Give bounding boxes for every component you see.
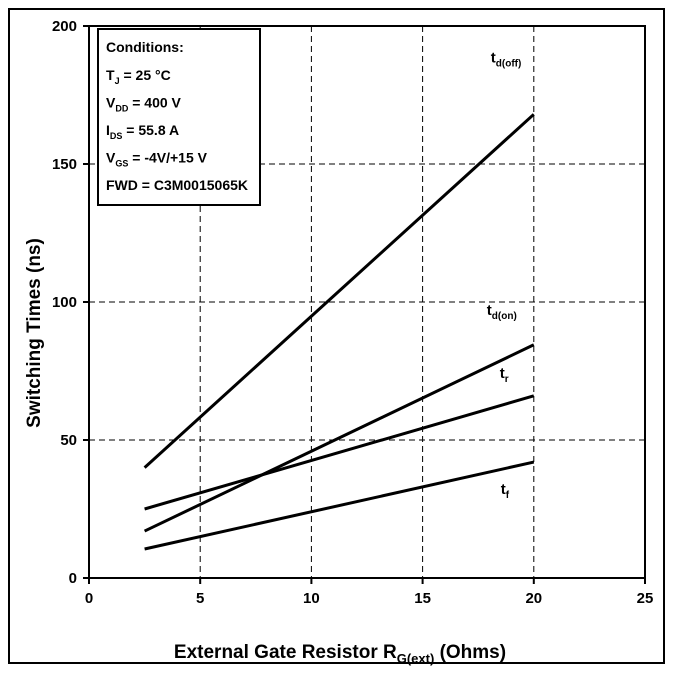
x-tick-label: 0 xyxy=(85,590,93,607)
series-label-r: tr xyxy=(500,365,509,385)
conditions-box-border xyxy=(97,28,261,206)
series-label-doff: td(off) xyxy=(491,49,522,69)
series-line-don xyxy=(143,343,535,533)
condition-line: IDS = 55.8 A xyxy=(106,122,179,141)
conditions-title: Conditions: xyxy=(106,39,184,55)
conditions-lines: TJ = 25 °C VDD = 400 V IDS = 55.8 A VGS = -… xyxy=(106,67,248,193)
condition-line: FWD = C3M0015065K xyxy=(106,177,248,193)
x-tick-label: 10 xyxy=(303,590,320,607)
x-tick-label: 20 xyxy=(525,590,542,607)
y-tick-label: 200 xyxy=(52,18,77,35)
x-axis-label-tail: (Ohms) xyxy=(434,642,506,663)
y-tick-label: 50 xyxy=(60,432,77,449)
series-lines xyxy=(143,113,535,551)
x-tick-label: 5 xyxy=(196,590,204,607)
x-tick-label: 15 xyxy=(414,590,431,607)
x-axis-label-sub: G(ext) xyxy=(397,651,435,666)
y-tick-label: 100 xyxy=(52,294,77,311)
series-label-f: tf xyxy=(501,481,510,501)
axes: 0 5 10 15 20 25 0 50 100 150 200 xyxy=(52,18,653,607)
conditions-box: Conditions: TJ = 25 °C VDD = 400 V IDS = 5… xyxy=(97,28,261,206)
series-label-don: td(on) xyxy=(487,302,517,322)
series-line-r xyxy=(144,394,535,511)
series-line-doff xyxy=(143,113,535,469)
condition-line: VDD = 400 V xyxy=(106,95,182,114)
y-tick-label: 0 xyxy=(69,570,77,587)
x-axis-label: External Gate Resistor RG(ext) (Ohms) xyxy=(174,642,506,666)
condition-line: TJ = 25 °C xyxy=(106,67,171,86)
y-axis-label: Switching Times (ns) xyxy=(24,238,45,428)
condition-line: VGS = -4V/+15 V xyxy=(106,150,208,169)
series-line-f xyxy=(144,460,535,551)
x-axis-label-main: External Gate Resistor R xyxy=(174,642,397,663)
series-labels: td(off) td(on) tr tf xyxy=(487,49,522,501)
y-tick-label: 150 xyxy=(52,156,77,173)
chart-frame xyxy=(8,8,665,664)
x-tick-label: 25 xyxy=(637,590,654,607)
